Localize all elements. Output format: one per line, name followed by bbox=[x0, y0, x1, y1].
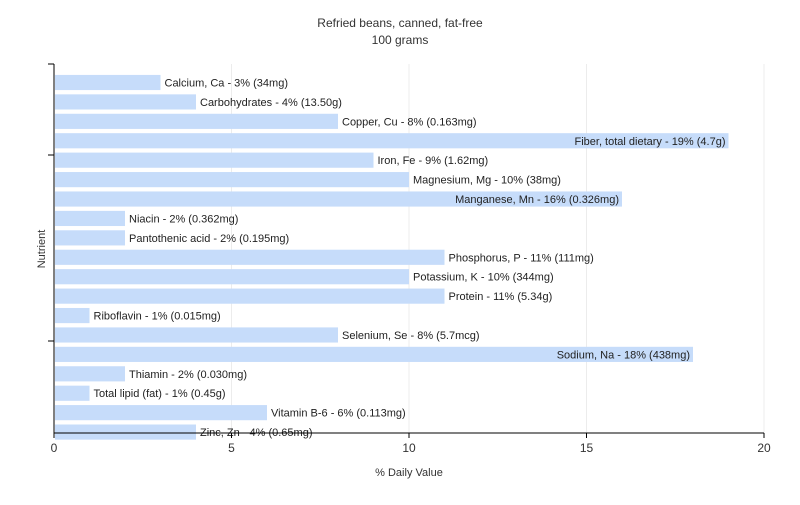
bar-4 bbox=[55, 152, 374, 168]
bar-6 bbox=[55, 191, 622, 207]
bar-label-5: Magnesium, Mg - 10% (38mg) bbox=[413, 175, 561, 187]
bar-label-2: Copper, Cu - 8% (0.163mg) bbox=[342, 116, 477, 128]
bar-label-17: Vitamin B-6 - 6% (0.113mg) bbox=[271, 408, 406, 420]
bar-label-14: Sodium, Na - 18% (438mg) bbox=[557, 349, 690, 361]
bar-label-8: Pantothenic acid - 2% (0.195mg) bbox=[129, 233, 289, 245]
bar-7 bbox=[55, 210, 125, 227]
bar-label-1: Carbohydrates - 4% (13.50g) bbox=[200, 97, 342, 109]
x-tick-label-15: 15 bbox=[580, 441, 594, 455]
bar-label-16: Total lipid (fat) - 1% (0.45g) bbox=[94, 388, 226, 400]
y-tick-layer bbox=[48, 63, 54, 342]
bar-13 bbox=[55, 327, 338, 343]
bar-label-6: Manganese, Mn - 16% (0.326mg) bbox=[455, 194, 619, 206]
bar-11 bbox=[55, 288, 445, 304]
chart-subtitle: 100 grams bbox=[372, 33, 429, 47]
bar-2 bbox=[55, 113, 338, 129]
bar-9 bbox=[55, 249, 445, 265]
bar-18 bbox=[55, 424, 196, 440]
bar-label-4: Iron, Fe - 9% (1.62mg) bbox=[378, 155, 489, 167]
bar-1 bbox=[55, 94, 196, 110]
x-axis-label: % Daily Value bbox=[375, 467, 443, 479]
grid-layer bbox=[231, 64, 765, 433]
chart-title: Refried beans, canned, fat-free bbox=[317, 16, 483, 30]
label-layer: Calcium, Ca - 3% (34mg) Carbohydrates - 4… bbox=[94, 78, 726, 440]
bar-16 bbox=[55, 385, 90, 401]
bar-3 bbox=[55, 133, 729, 149]
x-tick-label-10: 10 bbox=[402, 441, 416, 455]
bar-label-9: Phosphorus, P - 11% (111mg) bbox=[449, 252, 594, 264]
x-tick-label-20: 20 bbox=[757, 441, 771, 455]
bar-label-0: Calcium, Ca - 3% (34mg) bbox=[165, 78, 288, 90]
bar-8 bbox=[55, 230, 125, 246]
bar-label-15: Thiamin - 2% (0.030mg) bbox=[129, 369, 247, 381]
bar-label-13: Selenium, Se - 8% (5.7mcg) bbox=[342, 330, 480, 342]
bar-0 bbox=[55, 74, 161, 91]
y-axis-label: Nutrient bbox=[36, 230, 48, 269]
bar-15 bbox=[55, 366, 125, 382]
bar-10 bbox=[55, 269, 409, 285]
bar-label-7: Niacin - 2% (0.362mg) bbox=[129, 213, 238, 225]
x-tick-layer: 0 5 10 15 20 bbox=[51, 433, 771, 455]
bar-5 bbox=[55, 172, 409, 188]
bar-label-11: Protein - 11% (5.34g) bbox=[449, 291, 553, 303]
bar-label-10: Potassium, K - 10% (344mg) bbox=[413, 272, 554, 284]
bar-label-12: Riboflavin - 1% (0.015mg) bbox=[94, 311, 221, 323]
bar-12 bbox=[55, 307, 90, 324]
x-tick-label-0: 0 bbox=[51, 441, 58, 455]
bar-label-3: Fiber, total dietary - 19% (4.7g) bbox=[574, 136, 725, 148]
bar-14 bbox=[55, 346, 693, 362]
bar-layer bbox=[55, 74, 729, 440]
bar-17 bbox=[55, 405, 267, 421]
x-tick-label-5: 5 bbox=[228, 441, 235, 455]
